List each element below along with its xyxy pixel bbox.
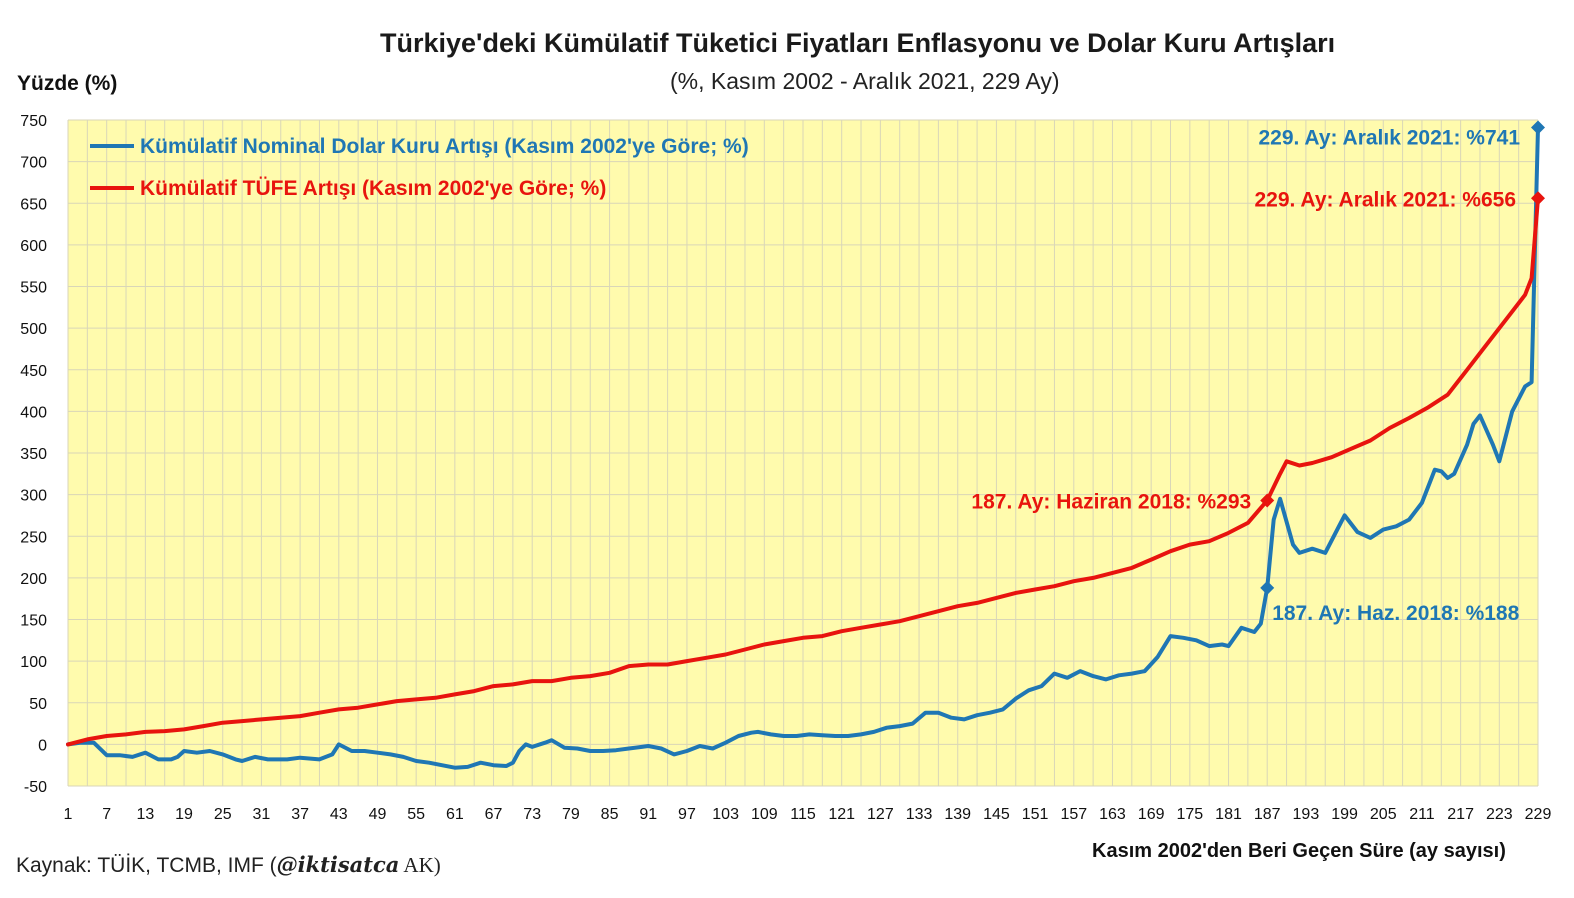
legend-entry-0: Kümülatif Nominal Dolar Kuru Artışı (Kas…	[140, 135, 749, 158]
annotation-marker-3	[1260, 580, 1275, 595]
x-tick-label: 151	[1022, 806, 1049, 823]
series-line-1	[66, 196, 1540, 747]
legend-entry-1: Kümülatif TÜFE Artışı (Kasım 2002'ye Gör…	[140, 177, 606, 200]
x-tick-label: 181	[1215, 806, 1242, 823]
y-tick-label: 150	[20, 613, 47, 630]
x-tick-label: 103	[712, 806, 739, 823]
y-tick-label: 650	[20, 196, 47, 213]
x-tick-label: 229	[1525, 806, 1552, 823]
x-tick-label: 175	[1176, 806, 1203, 823]
x-axis-label: Kasım 2002'den Beri Geçen Süre (ay sayıs…	[1092, 840, 1506, 862]
annotation-marker-0	[1531, 120, 1545, 135]
x-tick-label: 31	[253, 806, 271, 823]
grid-lines	[67, 119, 1539, 787]
y-tick-label: 300	[20, 488, 47, 505]
y-axis-ticks: -50 0 50 100 150 200 250 300 350 400 450 500 550 600 6…	[20, 113, 47, 796]
annotation-label-3: 187. Ay: Haz. 2018: %188	[1272, 602, 1519, 625]
y-tick-label: 500	[20, 321, 47, 338]
annotation-marker-1	[1531, 191, 1545, 206]
annotation-marker-2	[1260, 493, 1275, 508]
series-lines	[66, 125, 1540, 770]
x-tick-label: 199	[1331, 806, 1358, 823]
x-tick-label: 193	[1293, 806, 1320, 823]
y-axis-label: Yüzde (%)	[17, 72, 118, 95]
annotation-label-0: 229. Ay: Aralık 2021: %741	[1259, 126, 1521, 149]
annotations: 229. Ay: Aralık 2021: %741 229. Ay: Aralı…	[971, 120, 1545, 625]
x-tick-label: 139	[944, 806, 971, 823]
x-tick-label: 37	[291, 806, 309, 823]
y-tick-label: 400	[20, 404, 47, 421]
x-tick-label: 157	[1060, 806, 1087, 823]
x-tick-label: 145	[983, 806, 1010, 823]
y-tick-label: 50	[29, 696, 47, 713]
x-tick-label: 43	[330, 806, 348, 823]
y-tick-label: -50	[24, 779, 47, 796]
x-axis-ticks: 1 7 13 19 25 31 37 43 49 55 61 67 73 79 85 91 97 103 109 11…	[64, 806, 1552, 823]
chart-title: Türkiye'deki Kümülatif Tüketici Fiyatlar…	[380, 28, 1336, 58]
x-tick-label: 121	[828, 806, 855, 823]
y-tick-label: 200	[20, 571, 47, 588]
x-tick-label: 109	[751, 806, 778, 823]
y-tick-label: 100	[20, 654, 47, 671]
series-line-0	[66, 125, 1540, 770]
x-tick-label: 97	[678, 806, 696, 823]
chart-subtitle: (%, Kasım 2002 - Aralık 2021, 229 Ay)	[670, 68, 1060, 94]
x-tick-label: 169	[1138, 806, 1165, 823]
x-tick-label: 127	[867, 806, 894, 823]
source-note: Kaynak: TÜİK, TCMB, IMF (@iktisatca AK)	[16, 852, 441, 878]
x-tick-label: 187	[1254, 806, 1281, 823]
y-tick-label: 450	[20, 363, 47, 380]
x-tick-label: 67	[485, 806, 503, 823]
x-tick-label: 7	[102, 806, 111, 823]
x-tick-label: 163	[1099, 806, 1126, 823]
x-tick-label: 85	[601, 806, 619, 823]
annotation-label-1: 229. Ay: Aralık 2021: %656	[1255, 188, 1517, 211]
x-tick-label: 61	[446, 806, 464, 823]
x-tick-label: 217	[1447, 806, 1474, 823]
legend: Kümülatif Nominal Dolar Kuru Artışı (Kas…	[90, 135, 749, 200]
x-tick-label: 211	[1409, 806, 1435, 823]
y-tick-label: 600	[20, 238, 47, 255]
source-suffix: AK)	[399, 853, 441, 877]
x-tick-label: 13	[136, 806, 154, 823]
annotation-label-2: 187. Ay: Haziran 2018: %293	[971, 490, 1251, 513]
x-tick-label: 115	[790, 806, 816, 823]
x-tick-label: 19	[175, 806, 193, 823]
x-tick-label: 25	[214, 806, 232, 823]
x-tick-label: 1	[64, 806, 73, 823]
y-tick-label: 350	[20, 446, 47, 463]
x-tick-label: 55	[407, 806, 425, 823]
x-tick-label: 205	[1370, 806, 1397, 823]
x-tick-label: 49	[369, 806, 387, 823]
y-tick-label: 250	[20, 529, 47, 546]
x-tick-label: 79	[562, 806, 580, 823]
y-tick-label: 750	[20, 113, 47, 130]
y-tick-label: 700	[20, 155, 47, 172]
y-tick-label: 0	[38, 737, 47, 754]
x-tick-label: 73	[523, 806, 541, 823]
y-tick-label: 550	[20, 280, 47, 297]
x-tick-label: 91	[639, 806, 657, 823]
x-tick-label: 223	[1486, 806, 1513, 823]
source-handle: @iktisatca	[276, 852, 400, 877]
source-prefix: Kaynak: TÜİK, TCMB, IMF (	[16, 854, 277, 877]
x-tick-label: 133	[906, 806, 933, 823]
